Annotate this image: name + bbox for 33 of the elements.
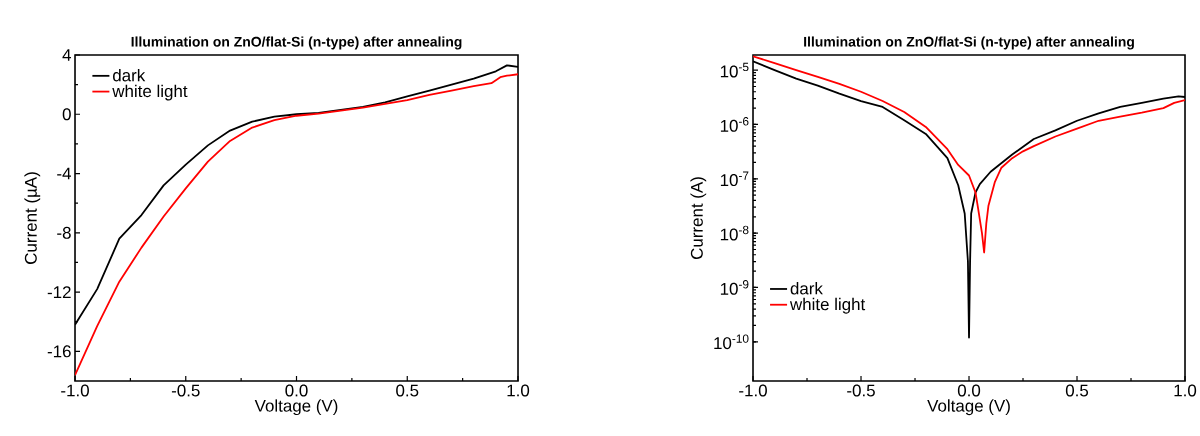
y-tick-label: -12 <box>47 286 71 298</box>
chart-title: Illumination on ZnO/flat-Si (n-type) after annealing <box>131 36 462 50</box>
y-tick-label: 10$^{-6}$ <box>720 117 749 132</box>
x-tick-label: 0.5 <box>1065 384 1089 397</box>
y-axis-title: Current (A) <box>690 177 707 260</box>
y-tick-label: 10$^{-8}$ <box>720 225 749 241</box>
y-tick-label: 0 <box>62 108 71 121</box>
x-tick-label: 0.5 <box>396 384 419 397</box>
x-tick-label: -0.5 <box>171 384 200 397</box>
x-axis-title: Voltage (V) <box>254 399 338 416</box>
legend-label: white light <box>789 297 866 314</box>
x-tick-label: 1.0 <box>507 384 530 397</box>
x-tick-label: 0.0 <box>957 384 981 397</box>
x-tick-label: 0.0 <box>285 384 308 397</box>
legend-label: white light <box>112 84 188 101</box>
x-axis-title: Voltage (V) <box>927 399 1010 416</box>
legend-label: dark <box>790 282 823 295</box>
y-axis-title: Current (µA) <box>24 172 41 264</box>
x-tick-label: -0.5 <box>847 384 875 397</box>
y-tick-label: -16 <box>47 345 71 358</box>
y-tick-label: 10$^{-5}$ <box>720 62 749 78</box>
legend-label: dark <box>113 68 146 82</box>
x-tick-label: -1.0 <box>61 384 89 397</box>
line-series <box>753 55 1186 254</box>
chart-title: Illumination on ZnO/flat-Si (n-type) after annealing <box>804 36 1134 50</box>
y-tick-label: -4 <box>57 167 71 180</box>
y-tick-label: 10$^{-9}$ <box>720 280 749 295</box>
y-tick-label: 10$^{-10}$ <box>714 334 749 350</box>
y-tick-label: 4 <box>62 49 71 61</box>
y-tick-label: -8 <box>57 226 71 239</box>
y-tick-label: 10$^{-7}$ <box>720 171 749 187</box>
x-tick-label: -1.0 <box>739 384 767 397</box>
x-tick-label: 1.0 <box>1174 384 1197 397</box>
